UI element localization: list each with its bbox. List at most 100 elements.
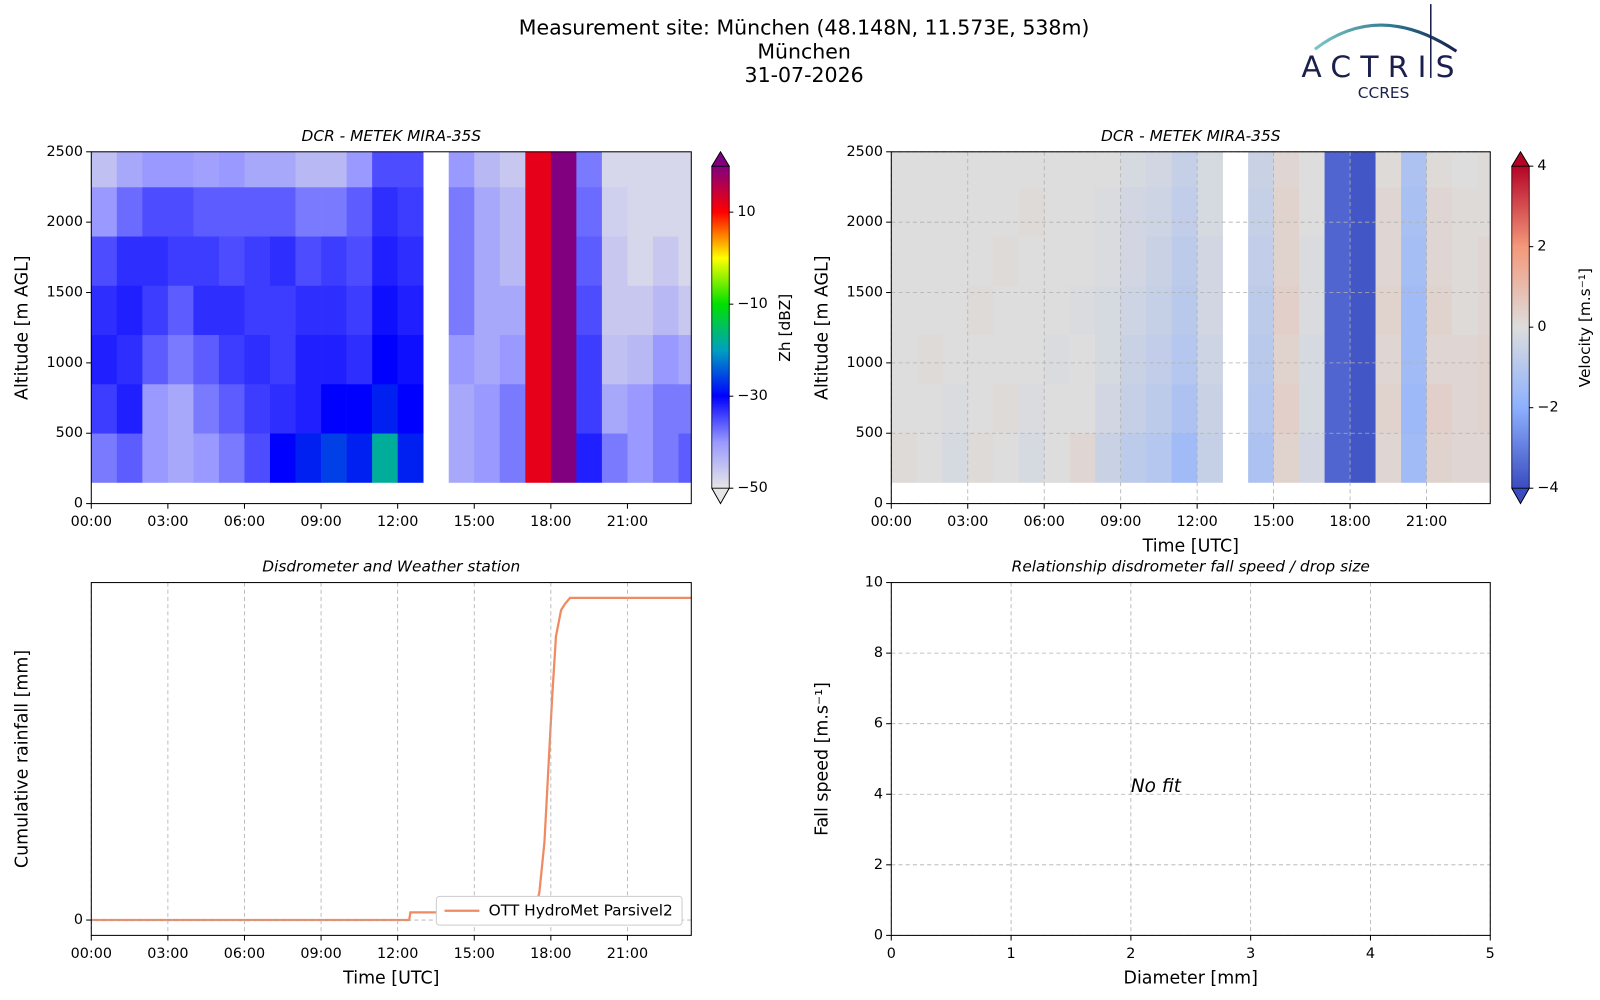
heatmap-cell	[321, 236, 347, 286]
heatmap-cell	[448, 151, 475, 188]
heatmap-cell	[1299, 285, 1325, 336]
heatmap-cell	[1171, 285, 1198, 336]
heatmap-cell	[1324, 285, 1351, 336]
heatmap-cell	[346, 433, 373, 483]
heatmap-cell	[321, 383, 347, 434]
heatmap-cell	[993, 236, 1020, 286]
heatmap-cell	[193, 151, 220, 188]
heatmap-cell	[576, 285, 603, 336]
colorbar	[1511, 166, 1530, 489]
y-tick-label: 10	[865, 575, 883, 591]
heatmap-cell	[1375, 383, 1402, 434]
heatmap-cell	[1273, 236, 1300, 286]
heatmap-cell	[1273, 285, 1300, 336]
heatmap-cell	[1426, 236, 1453, 286]
chart-title: DCR - METEK MIRA-35S	[1101, 127, 1281, 145]
y-tick-label: 2500	[847, 144, 884, 160]
heatmap-cell	[1044, 186, 1071, 237]
heatmap-cell	[576, 186, 603, 237]
heatmap-cell	[601, 285, 628, 336]
heatmap-cell	[1018, 186, 1045, 237]
colorbar-tick-label: −50	[737, 480, 767, 496]
heatmap-cell	[142, 383, 169, 434]
logo: ACTRIS CCRES	[1301, 4, 1458, 102]
heatmap-cell	[1477, 151, 1491, 188]
heatmap-cell	[474, 236, 501, 286]
heatmap-cell	[550, 285, 577, 336]
heatmap-cell	[1197, 151, 1223, 188]
heatmap-cell	[942, 383, 969, 434]
heatmap-cell	[244, 236, 271, 286]
heatmap-cell	[474, 433, 501, 483]
heatmap-cell	[1018, 151, 1045, 188]
heatmap-cell	[1146, 334, 1172, 385]
heatmap-cell	[244, 186, 271, 237]
heatmap-cell	[1069, 433, 1096, 483]
heatmap-cell	[270, 151, 296, 188]
x-tick-label: 09:00	[1100, 514, 1141, 530]
heatmap-cell	[218, 383, 245, 434]
heatmap-cell	[346, 236, 373, 286]
heatmap-cell	[1477, 186, 1491, 237]
heatmap-cell	[346, 334, 373, 385]
heatmap-cell	[652, 383, 679, 434]
heatmap-cell	[678, 236, 692, 286]
legend-box	[435, 895, 683, 926]
heatmap-cell	[1299, 151, 1325, 188]
heatmap-cell	[967, 285, 994, 336]
y-axis-label: Fall speed [m.s⁻¹]	[813, 682, 833, 836]
heatmap-cell	[193, 285, 220, 336]
heatmap-cell	[1044, 151, 1071, 188]
heatmap-cell	[1401, 334, 1427, 385]
heatmap-cell	[1095, 383, 1121, 434]
heatmap-cell	[525, 433, 552, 483]
heatmap-cell	[916, 186, 943, 237]
heatmap-cell	[1401, 285, 1427, 336]
heatmap-cell	[372, 186, 398, 237]
heatmap-cell	[550, 334, 577, 385]
heatmap-cell	[1350, 285, 1376, 336]
heatmap-cell	[372, 383, 398, 434]
heatmap-cell	[397, 151, 424, 188]
heatmap-cell	[346, 151, 373, 188]
y-tick-label: 500	[856, 425, 883, 441]
heatmap-cell	[1197, 383, 1223, 434]
heatmap-cell	[627, 433, 654, 483]
heatmap-cell	[652, 285, 679, 336]
heatmap-cell	[1095, 334, 1121, 385]
heatmap-cell	[601, 186, 628, 237]
heatmap-cell	[1146, 285, 1172, 336]
y-tick-label: 2000	[847, 214, 884, 230]
heatmap-cell	[1299, 383, 1325, 434]
x-axis-label: Time [UTC]	[342, 968, 439, 988]
heatmap-cell	[967, 433, 994, 483]
heatmap-cell	[1350, 433, 1376, 483]
heatmap-cell	[167, 285, 194, 336]
heatmap-cell	[678, 285, 692, 336]
heatmap-cell	[1018, 433, 1045, 483]
heatmap-cell	[474, 186, 501, 237]
heatmap-cell	[1401, 433, 1427, 483]
heatmap-cell	[1401, 186, 1427, 237]
heatmap-cell	[321, 334, 347, 385]
heatmap-cell	[1452, 186, 1478, 237]
heatmap-cell	[652, 186, 679, 237]
heatmap-cell	[1452, 383, 1478, 434]
y-tick-label: 0	[74, 912, 83, 928]
heatmap-cell	[993, 186, 1020, 237]
heatmap-cell	[993, 151, 1020, 188]
heatmap-cell	[942, 433, 969, 483]
heatmap-cell	[1197, 285, 1223, 336]
heatmap-cell	[1018, 285, 1045, 336]
heatmap-cell	[1273, 151, 1300, 188]
heatmap-cell	[652, 151, 679, 188]
heatmap-cell	[1120, 285, 1147, 336]
heatmap-cell	[967, 186, 994, 237]
heatmap-cell	[1069, 285, 1096, 336]
heatmap-cell	[167, 433, 194, 483]
heatmap-cell	[678, 383, 692, 434]
heatmap-cell	[1401, 383, 1427, 434]
heatmap-cell	[1426, 285, 1453, 336]
colorbar-label: Zh [dBZ]	[776, 294, 794, 362]
plot-frame	[90, 582, 692, 936]
